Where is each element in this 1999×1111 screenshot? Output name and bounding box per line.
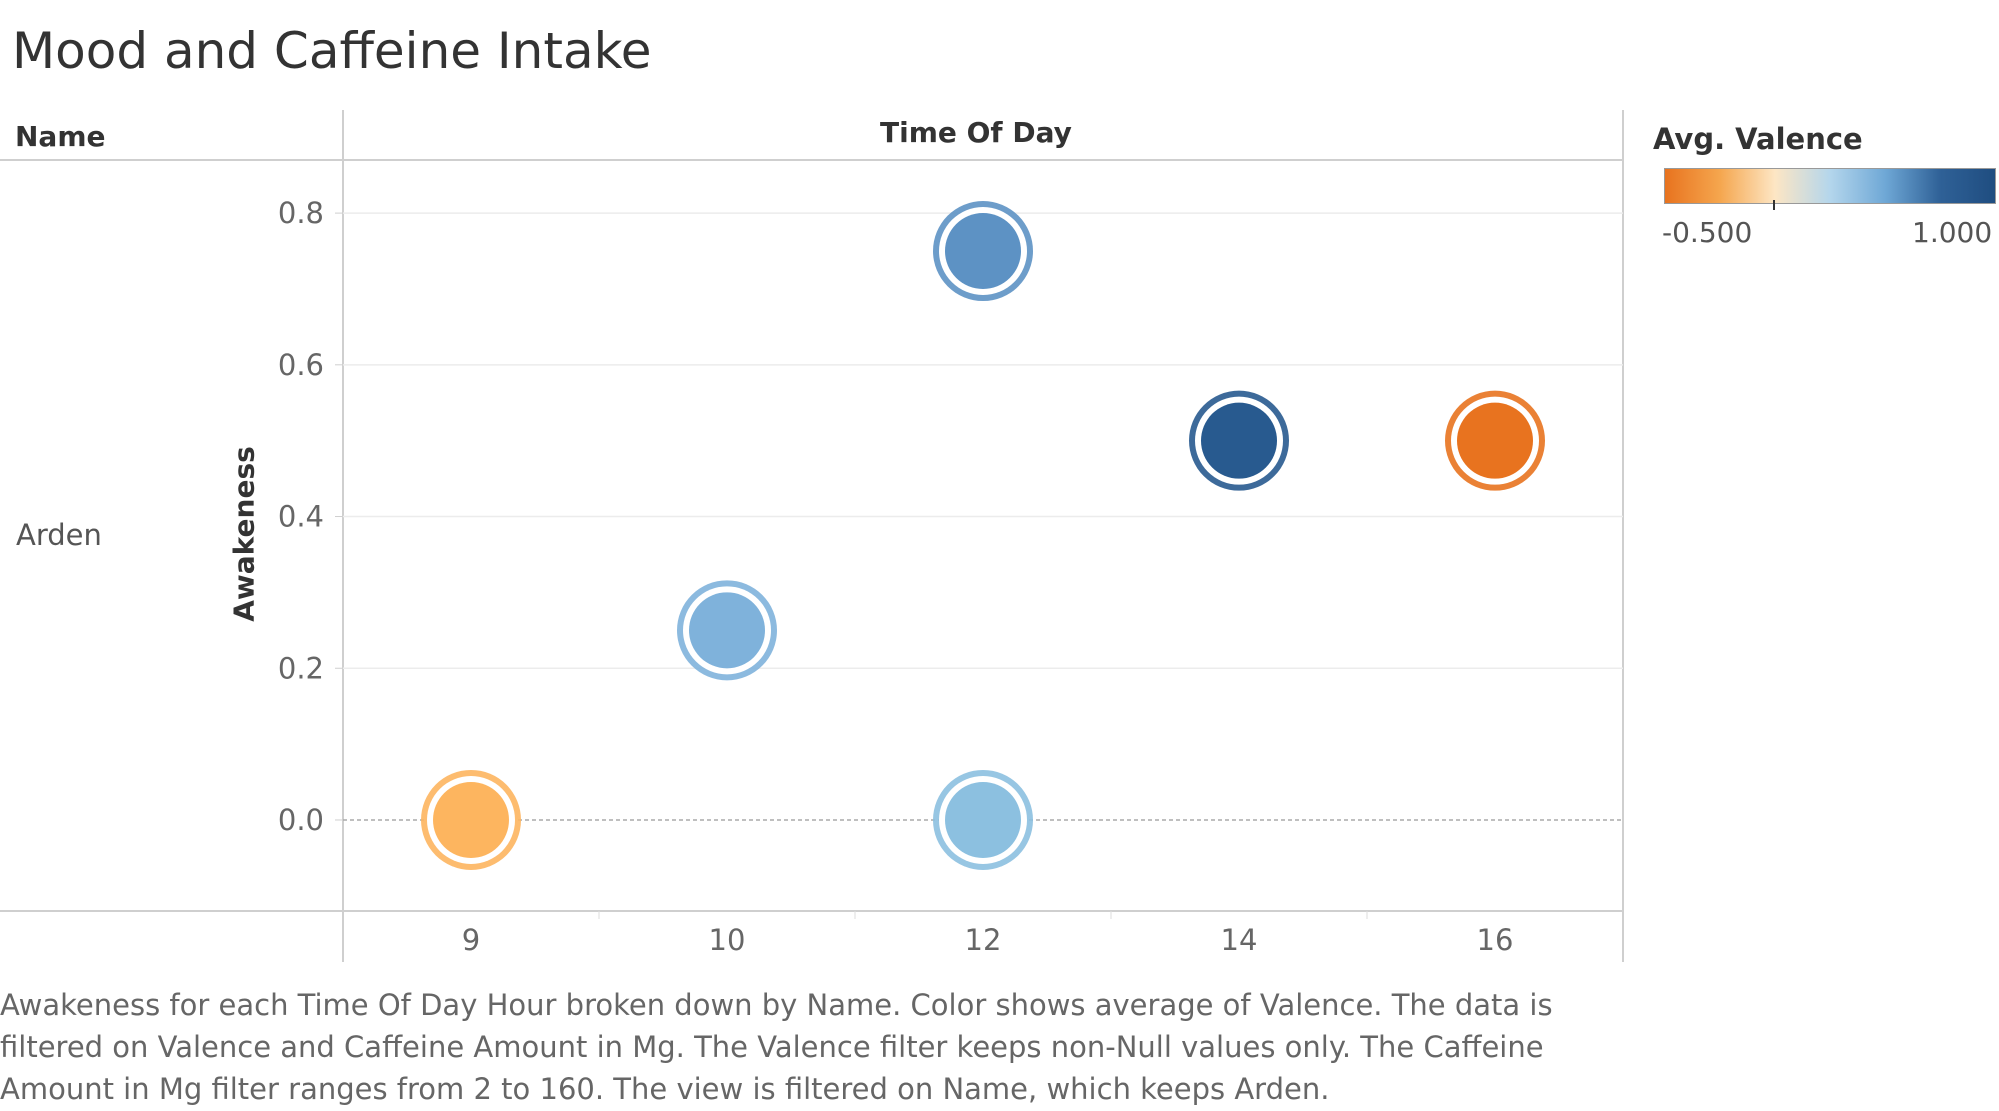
point-marker [945,781,1021,858]
point-marker [945,213,1021,290]
x-tick-label: 10 [709,923,746,957]
legend-color-ramp [1664,168,1996,204]
x-tick-label: 12 [965,923,1002,957]
data-point [1189,390,1289,491]
y-tick-label: 0.4 [278,500,324,534]
x-tick-label: 9 [462,923,480,957]
data-point [1445,390,1545,491]
legend-min-label: -0.500 [1662,216,1753,249]
chart-caption: Awakeness for each Time Of Day Hour brok… [0,988,1553,1106]
point-marker [1457,402,1533,479]
data-point [677,580,777,681]
data-point [933,201,1033,302]
time-of-day-header: Time Of Day [880,116,1072,149]
data-point [421,769,521,870]
y-tick-label: 0.6 [278,348,324,382]
y-tick-label: 0.2 [278,651,324,685]
legend-max-label: 1.000 [1912,216,1993,249]
data-point [933,769,1033,870]
point-marker [1201,402,1277,479]
x-tick-label: 14 [1221,923,1258,957]
name-column-header: Name [15,120,106,153]
point-marker [689,592,765,669]
y-tick-label: 0.0 [278,803,324,837]
legend-title: Avg. Valence [1653,122,1863,156]
point-marker [433,781,509,858]
chart-title: Mood and Caffeine Intake [12,22,652,80]
legend-zero-marker [1773,200,1775,210]
x-tick-label: 16 [1477,923,1514,957]
y-tick-label: 0.8 [278,196,324,230]
row-label-arden: Arden [16,518,102,552]
